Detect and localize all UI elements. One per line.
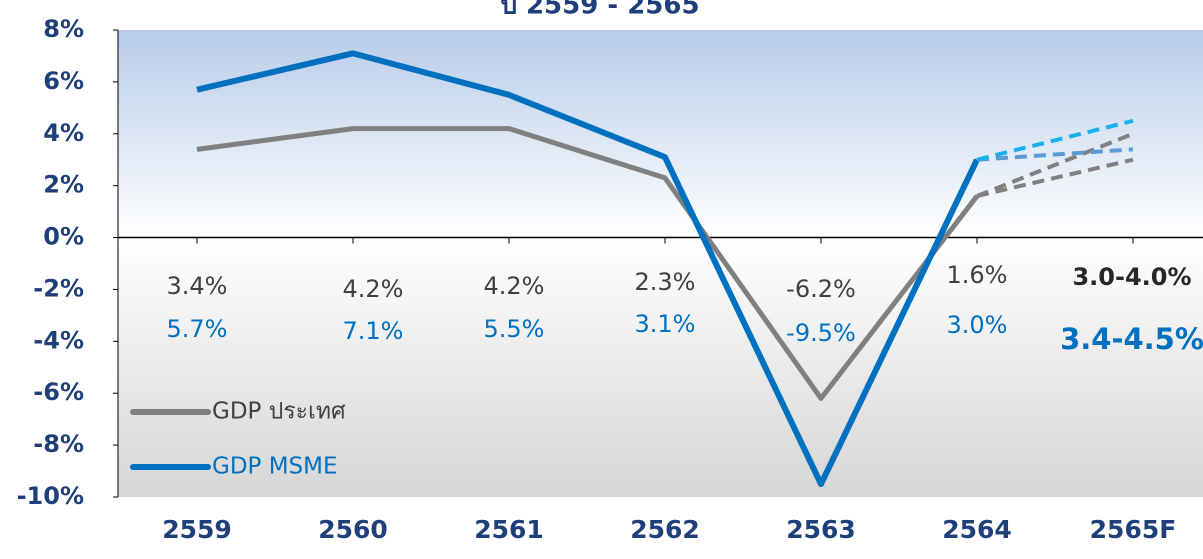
forecast-label: 3.0-4.0% (1072, 263, 1191, 291)
x-tick-label: 2564 (942, 515, 1012, 544)
value-label: 5.7% (167, 315, 228, 343)
y-tick-label: 4% (43, 119, 84, 147)
y-tick-label: 6% (43, 67, 84, 95)
value-label: 7.1% (343, 317, 404, 345)
plot-background (118, 30, 1203, 498)
y-tick-label: -8% (33, 430, 84, 458)
y-tick-label: -10% (17, 482, 84, 510)
y-tick-label: -4% (33, 326, 84, 354)
x-tick-label: 2561 (474, 515, 544, 544)
value-label: 3.0% (947, 311, 1008, 339)
value-label: 4.2% (343, 275, 404, 303)
chart-title: ปี 2559 - 2565 (499, 0, 699, 21)
forecast-label: 3.4-4.5% (1060, 322, 1203, 356)
y-tick-label: -6% (33, 378, 84, 406)
value-label: 4.2% (484, 272, 545, 300)
value-label: 3.4% (167, 272, 228, 300)
x-tick-label: 2563 (786, 515, 856, 544)
forecast-line (976, 118, 1134, 162)
legend-label: GDP ประเทศ (212, 399, 346, 425)
x-tick-label: 2560 (318, 515, 388, 544)
value-label: -9.5% (786, 319, 856, 347)
value-label: -6.2% (786, 275, 856, 303)
background-lower (118, 237, 1203, 498)
value-label: 3.1% (635, 310, 696, 338)
legend-label: GDP MSME (212, 454, 338, 480)
x-tick-label: 2559 (162, 515, 232, 544)
value-label: 1.6% (947, 261, 1008, 289)
value-label: 5.5% (484, 315, 545, 343)
value-label: 2.3% (635, 268, 696, 296)
forecast-line (976, 147, 1134, 162)
y-tick-label: 2% (43, 171, 84, 199)
background-upper (118, 30, 1203, 238)
x-tick-label: 2565F (1090, 515, 1177, 544)
y-tick-label: 0% (43, 223, 84, 251)
forecast-line (976, 131, 1134, 198)
y-tick-label: 8% (43, 15, 84, 43)
series-line (196, 50, 980, 488)
forecast-line (976, 157, 1134, 198)
x-tick-label: 2562 (630, 515, 700, 544)
y-tick-label: -2% (33, 274, 84, 302)
series-line (196, 126, 979, 401)
